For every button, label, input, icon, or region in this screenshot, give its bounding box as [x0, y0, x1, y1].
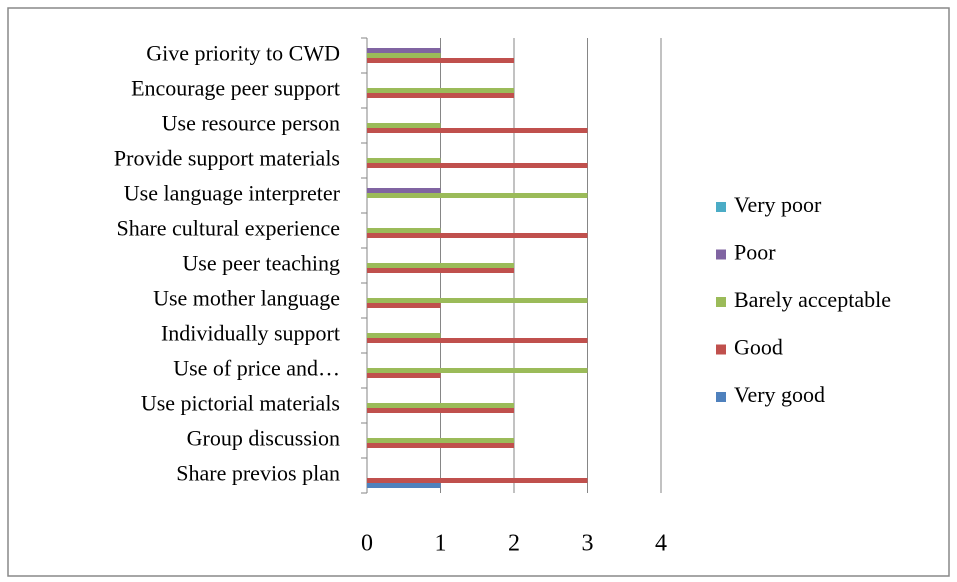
y-tick-label: Use pictorial materials	[141, 391, 340, 416]
y-tick-label: Share previos plan	[176, 461, 340, 486]
y-tick-label: Individually support	[161, 321, 340, 346]
legend-label: Barely acceptable	[734, 287, 891, 312]
bar	[367, 53, 441, 58]
y-tick-label: Use resource person	[162, 111, 340, 136]
bar	[367, 58, 514, 63]
x-tick-label: 1	[435, 531, 447, 557]
y-tick-label: Provide support materials	[114, 146, 340, 171]
bar	[367, 158, 441, 163]
bar	[367, 338, 588, 343]
y-tick-label: Group discussion	[187, 426, 340, 451]
legend-swatch	[716, 392, 726, 402]
bar	[367, 483, 441, 488]
legend-label: Poor	[734, 240, 776, 265]
bar	[367, 93, 514, 98]
bar	[367, 233, 588, 238]
bar	[367, 48, 441, 53]
bar	[367, 88, 514, 93]
legend-label: Very good	[734, 382, 825, 407]
legend-swatch	[716, 344, 726, 355]
bar	[367, 193, 588, 198]
legend-label: Good	[734, 335, 783, 360]
y-tick-label: Use mother language	[153, 286, 340, 311]
legend-swatch	[716, 297, 726, 307]
y-tick-label: Share cultural experience	[116, 216, 340, 241]
bar	[367, 403, 514, 408]
bar	[367, 228, 441, 233]
y-tick-label: Use peer teaching	[182, 251, 340, 276]
x-tick-label: 3	[582, 531, 594, 557]
legend-label: Very poor	[734, 192, 822, 217]
bar	[367, 333, 441, 338]
y-tick-label: Use language interpreter	[124, 181, 341, 206]
bar	[367, 188, 441, 193]
y-tick-label: Encourage peer support	[131, 76, 340, 101]
bar	[367, 268, 514, 273]
bar	[367, 303, 441, 308]
bar	[367, 128, 588, 133]
x-tick-label: 4	[655, 531, 667, 557]
y-tick-label: Give priority to CWD	[146, 41, 340, 66]
bar	[367, 408, 514, 413]
bar	[367, 368, 588, 373]
bar	[367, 263, 514, 268]
bar	[367, 373, 441, 378]
bar	[367, 298, 588, 303]
legend-swatch	[716, 202, 726, 212]
x-tick-label: 2	[508, 531, 520, 557]
legend-swatch	[716, 249, 726, 260]
bar	[367, 443, 514, 448]
x-tick-label: 0	[361, 531, 373, 557]
bar	[367, 438, 514, 443]
bar	[367, 123, 441, 128]
bar	[367, 163, 588, 168]
bar	[367, 478, 588, 483]
y-tick-label: Use of price and…	[173, 356, 340, 381]
